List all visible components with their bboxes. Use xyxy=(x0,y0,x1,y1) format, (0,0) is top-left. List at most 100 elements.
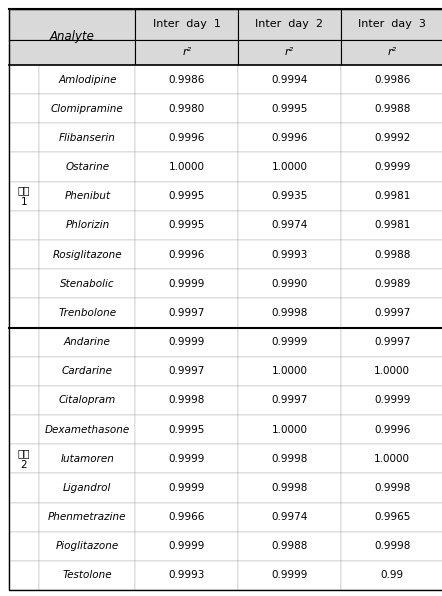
Text: 0.9935: 0.9935 xyxy=(271,191,308,201)
Bar xyxy=(135,94,238,123)
Bar xyxy=(238,65,341,94)
Text: 0.9998: 0.9998 xyxy=(374,483,410,493)
Bar xyxy=(135,386,238,415)
Bar xyxy=(135,182,238,211)
Bar xyxy=(238,415,341,444)
Text: r²: r² xyxy=(182,48,191,57)
Bar xyxy=(341,328,442,356)
Bar xyxy=(39,65,135,94)
Bar xyxy=(39,240,135,269)
Text: 1.0000: 1.0000 xyxy=(271,367,308,376)
Text: Stenabolic: Stenabolic xyxy=(60,279,114,288)
Text: Inter  day  3: Inter day 3 xyxy=(358,20,426,29)
Bar xyxy=(238,240,341,269)
Text: Iutamoren: Iutamoren xyxy=(61,454,114,464)
Bar xyxy=(39,328,135,356)
Bar xyxy=(341,269,442,299)
Bar xyxy=(9,153,39,182)
Text: 그룹
2: 그룹 2 xyxy=(18,448,30,470)
Text: 0.9997: 0.9997 xyxy=(374,308,410,318)
Bar xyxy=(135,123,238,153)
Text: 0.9994: 0.9994 xyxy=(271,74,308,85)
Bar xyxy=(9,532,39,561)
Bar xyxy=(9,123,39,153)
Text: Ligandrol: Ligandrol xyxy=(63,483,111,493)
Bar xyxy=(238,444,341,473)
Text: 0.9981: 0.9981 xyxy=(374,191,410,201)
Text: Inter  day  1: Inter day 1 xyxy=(153,20,221,29)
Bar xyxy=(135,240,238,269)
Text: 1.0000: 1.0000 xyxy=(271,424,308,434)
Text: 0.9989: 0.9989 xyxy=(374,279,410,288)
Bar xyxy=(9,356,39,386)
Text: Analyte: Analyte xyxy=(50,30,95,44)
Text: 0.9995: 0.9995 xyxy=(168,221,205,231)
Bar xyxy=(238,532,341,561)
Bar xyxy=(39,561,135,590)
Bar xyxy=(39,356,135,386)
Text: Rosiglitazone: Rosiglitazone xyxy=(53,250,122,260)
Text: Ostarine: Ostarine xyxy=(65,162,110,172)
Bar xyxy=(9,386,39,415)
Bar xyxy=(9,65,39,94)
Text: 0.9988: 0.9988 xyxy=(374,250,410,260)
Bar xyxy=(238,561,341,590)
Text: 0.9998: 0.9998 xyxy=(271,454,308,464)
Bar xyxy=(135,561,238,590)
Bar xyxy=(341,532,442,561)
Bar xyxy=(9,40,135,65)
Text: 0.9996: 0.9996 xyxy=(168,133,205,143)
Bar xyxy=(39,473,135,502)
Text: Pioglitazone: Pioglitazone xyxy=(56,541,119,551)
Bar xyxy=(238,9,341,40)
Bar xyxy=(341,444,442,473)
Bar xyxy=(238,153,341,182)
Text: 0.9999: 0.9999 xyxy=(374,395,410,405)
Bar xyxy=(341,240,442,269)
Bar xyxy=(341,473,442,502)
Bar xyxy=(39,299,135,328)
Text: 0.9974: 0.9974 xyxy=(271,512,308,522)
Bar xyxy=(238,269,341,299)
Bar xyxy=(341,182,442,211)
Text: 0.9980: 0.9980 xyxy=(169,104,205,114)
Bar xyxy=(135,211,238,240)
Text: Inter  day  2: Inter day 2 xyxy=(255,20,324,29)
Text: 1.0000: 1.0000 xyxy=(169,162,205,172)
Bar xyxy=(238,328,341,356)
Bar xyxy=(341,386,442,415)
Text: 0.9999: 0.9999 xyxy=(168,483,205,493)
Bar xyxy=(135,299,238,328)
Bar xyxy=(39,211,135,240)
Bar xyxy=(341,356,442,386)
Bar xyxy=(238,299,341,328)
Text: 0.9990: 0.9990 xyxy=(271,279,308,288)
Text: 0.9974: 0.9974 xyxy=(271,221,308,231)
Text: 0.9988: 0.9988 xyxy=(374,104,410,114)
Text: 1.0000: 1.0000 xyxy=(271,162,308,172)
Text: 그룹
1: 그룹 1 xyxy=(18,185,30,207)
Text: 0.9993: 0.9993 xyxy=(168,570,205,581)
Bar xyxy=(238,211,341,240)
Bar xyxy=(9,473,39,502)
Text: 0.9999: 0.9999 xyxy=(168,454,205,464)
Bar xyxy=(238,40,341,65)
Bar xyxy=(238,502,341,532)
Bar xyxy=(39,444,135,473)
Text: 0.99: 0.99 xyxy=(381,570,404,581)
Text: Amlodipine: Amlodipine xyxy=(58,74,117,85)
Text: Phlorizin: Phlorizin xyxy=(65,221,110,231)
Bar xyxy=(135,269,238,299)
Text: 0.9995: 0.9995 xyxy=(168,424,205,434)
Bar xyxy=(135,40,238,65)
Text: 0.9999: 0.9999 xyxy=(271,570,308,581)
Text: 0.9986: 0.9986 xyxy=(374,74,410,85)
Text: 0.9996: 0.9996 xyxy=(168,250,205,260)
Bar xyxy=(341,65,442,94)
Text: 0.9981: 0.9981 xyxy=(374,221,410,231)
Text: Andarine: Andarine xyxy=(64,337,111,347)
Text: Phenibut: Phenibut xyxy=(64,191,110,201)
Text: 0.9998: 0.9998 xyxy=(271,483,308,493)
Text: Clomipramine: Clomipramine xyxy=(51,104,124,114)
Text: 0.9999: 0.9999 xyxy=(168,337,205,347)
